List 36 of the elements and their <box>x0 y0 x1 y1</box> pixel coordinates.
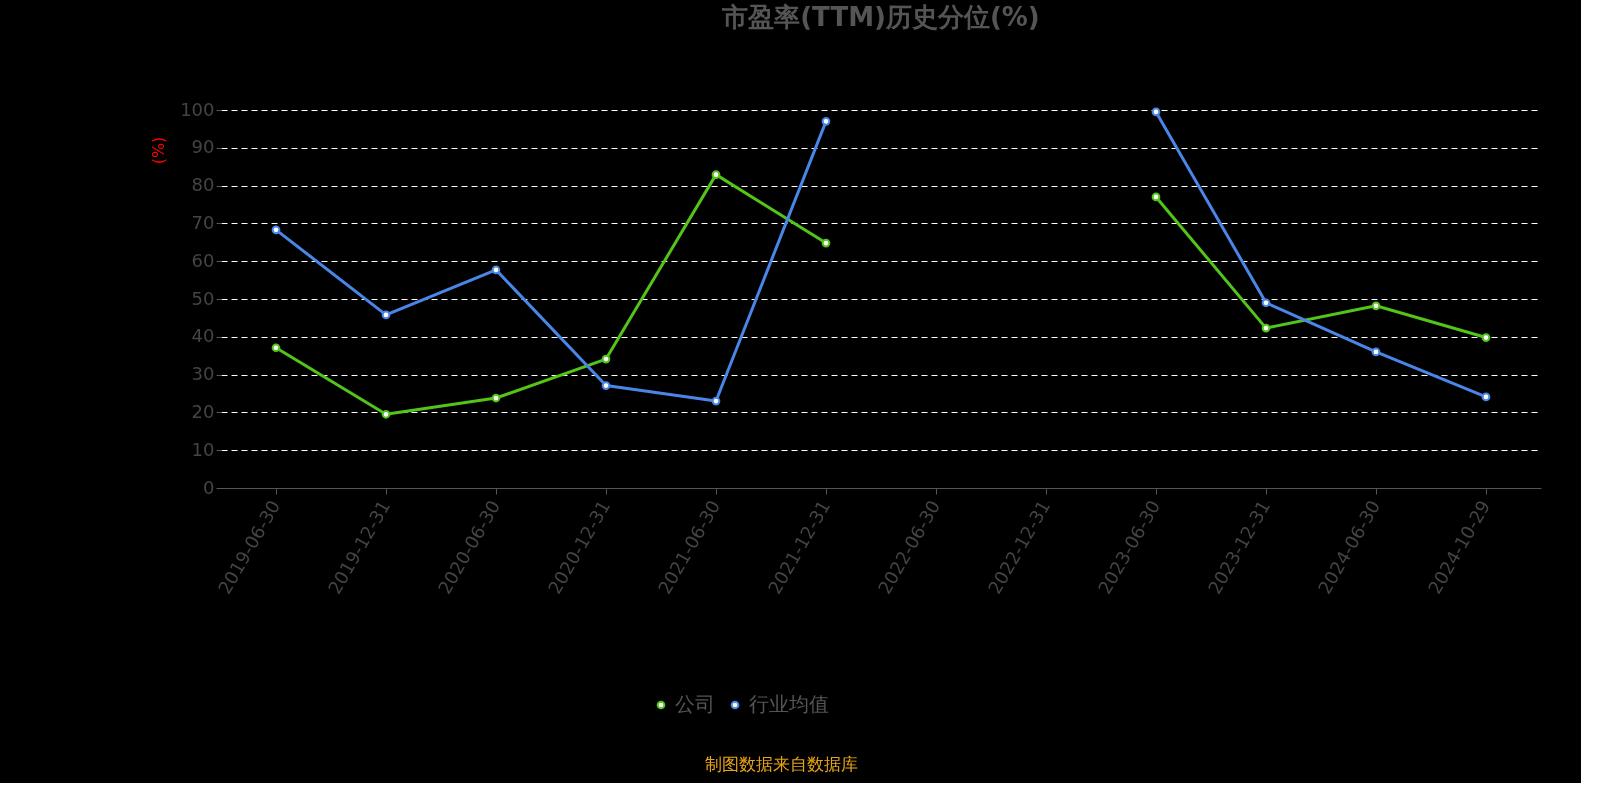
point <box>1481 392 1491 402</box>
point <box>1371 347 1381 357</box>
point <box>381 409 391 419</box>
point <box>821 116 831 126</box>
y-tick-label: 20 <box>191 400 215 422</box>
y-tick-label: 70 <box>191 211 215 233</box>
y-tick-label: 90 <box>191 136 215 158</box>
y-tick-label: 50 <box>191 287 215 309</box>
point <box>271 225 281 235</box>
point <box>1151 107 1161 117</box>
y-tick-label: 60 <box>191 249 215 271</box>
point <box>491 265 501 275</box>
point <box>1261 323 1271 333</box>
y-tick-label: 0 <box>203 476 215 498</box>
text: 制图数据来自数据库 <box>704 754 858 774</box>
point <box>821 238 831 248</box>
point <box>491 393 501 403</box>
point <box>271 343 281 353</box>
y-tick-label: 80 <box>191 174 215 196</box>
point <box>601 354 611 364</box>
y-tick-label: 100 <box>180 98 215 120</box>
y-axis-title: (%) <box>148 136 168 165</box>
point <box>1261 298 1271 308</box>
legend-label: 行业均值 <box>749 692 829 716</box>
y-tick-label: 10 <box>191 438 215 460</box>
point <box>1151 192 1161 202</box>
point <box>1371 301 1381 311</box>
point <box>711 396 721 406</box>
point <box>381 310 391 320</box>
y-tick-label: 30 <box>191 363 215 385</box>
point <box>711 170 721 179</box>
legend-label: 公司 <box>675 692 715 716</box>
point <box>1481 333 1491 342</box>
chart-title: 市盈率(TTM)历史分位(%) <box>721 2 1040 32</box>
y-tick-label: 40 <box>191 325 215 347</box>
point <box>601 381 611 390</box>
